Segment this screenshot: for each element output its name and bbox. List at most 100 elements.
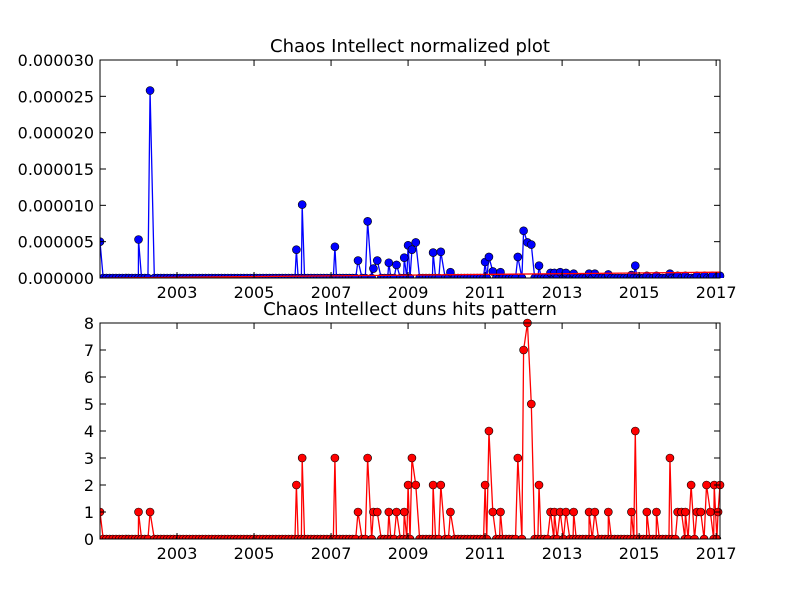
data-point (496, 507, 505, 517)
data-point (683, 534, 693, 539)
x-tick-label: 2013 (542, 544, 583, 563)
x-tick-label: 2017 (696, 544, 737, 563)
series-group (100, 86, 725, 278)
data-point (712, 534, 722, 539)
x-tick-label: 2015 (619, 283, 660, 302)
x-tick-label: 2013 (542, 283, 583, 302)
data-point (392, 260, 401, 270)
x-tick-label: 2007 (311, 544, 352, 563)
data-point (372, 507, 382, 517)
data-point (484, 252, 494, 262)
y-tick-label: 4 (84, 422, 94, 441)
data-point (587, 534, 597, 539)
data-point (702, 480, 711, 490)
data-point (360, 534, 370, 539)
data-point (681, 507, 690, 517)
data-point (706, 507, 715, 517)
data-point (484, 426, 494, 436)
data-point (511, 534, 520, 539)
data-point (399, 507, 409, 517)
y-tick-label: 5 (84, 395, 94, 414)
data-point (604, 507, 613, 517)
data-point (446, 507, 455, 517)
data-point (699, 534, 709, 539)
series-group (100, 318, 725, 539)
data-point (671, 534, 680, 539)
data-point (513, 453, 523, 463)
y-tick-label: 0.000020 (18, 124, 94, 143)
y-tick-label: 6 (84, 368, 94, 387)
data-point (436, 480, 446, 490)
data-point (480, 480, 490, 490)
data-point (134, 507, 143, 517)
data-point (630, 261, 640, 270)
y-tick-label: 8 (84, 314, 94, 333)
data-point (686, 480, 696, 490)
data-point (519, 345, 528, 355)
data-point (559, 534, 568, 539)
data-point (652, 507, 661, 517)
data-point (627, 507, 636, 517)
data-point (353, 256, 363, 265)
x-tick-label: 2007 (311, 283, 352, 302)
data-point (488, 507, 498, 517)
data-point (389, 534, 399, 539)
data-point (665, 453, 675, 463)
y-tick-label: 7 (84, 341, 94, 360)
x-tick-label: 2009 (388, 283, 429, 302)
x-tick-label: 2009 (388, 544, 429, 563)
data-point (407, 245, 417, 254)
data-point (534, 261, 544, 270)
data-point (690, 534, 699, 539)
data-point (143, 534, 153, 539)
plot-duns-hits: Chaos Intellect duns hits pattern 2003 200… (84, 299, 737, 563)
axes-frame (99, 322, 721, 540)
data-point (392, 507, 401, 517)
chart-title: Chaos Intellect normalized plot (270, 36, 550, 57)
data-point (630, 426, 640, 436)
plot-normalized: Chaos Intellect normalized plot 2003 2005 2… (18, 36, 737, 302)
series-line-hits (100, 322, 721, 539)
x-tick-label: 2003 (157, 283, 198, 302)
y-tick-label: 0.000030 (18, 51, 94, 70)
data-point (369, 264, 378, 273)
data-point (696, 507, 706, 517)
x-tick-label: 2005 (234, 544, 275, 563)
data-point (642, 507, 652, 517)
data-point (444, 534, 453, 539)
data-point (297, 200, 307, 209)
data-point (145, 507, 155, 517)
x-tick-label: 2005 (234, 283, 275, 302)
y-tick-label: 0.000005 (18, 233, 94, 252)
x-tick-label: 2011 (465, 544, 506, 563)
y-tick-label: 2 (84, 476, 94, 495)
chart-title: Chaos Intellect duns hits pattern (263, 299, 557, 320)
data-point (513, 252, 523, 262)
data-point (367, 534, 376, 539)
data-point (428, 248, 438, 257)
data-point (436, 247, 446, 257)
y-tick-label: 0.000010 (18, 196, 94, 215)
data-point (403, 480, 413, 490)
data-point (330, 453, 340, 463)
data-point (145, 86, 155, 95)
data-point (372, 256, 382, 265)
data-point (543, 534, 552, 539)
y-tick-label: 1 (84, 503, 94, 522)
data-point (411, 480, 421, 490)
data-point (428, 480, 438, 490)
series-line-trend (100, 271, 721, 278)
y-tick-label: 3 (84, 449, 94, 468)
data-point (351, 534, 360, 539)
data-point (330, 242, 340, 252)
x-tick-label: 2003 (157, 544, 198, 563)
data-point (561, 507, 571, 517)
data-point (411, 238, 421, 247)
x-tick-label: 2011 (465, 283, 506, 302)
data-point (353, 507, 363, 517)
data-point (399, 253, 409, 262)
data-point (519, 226, 528, 236)
data-point (590, 507, 600, 517)
